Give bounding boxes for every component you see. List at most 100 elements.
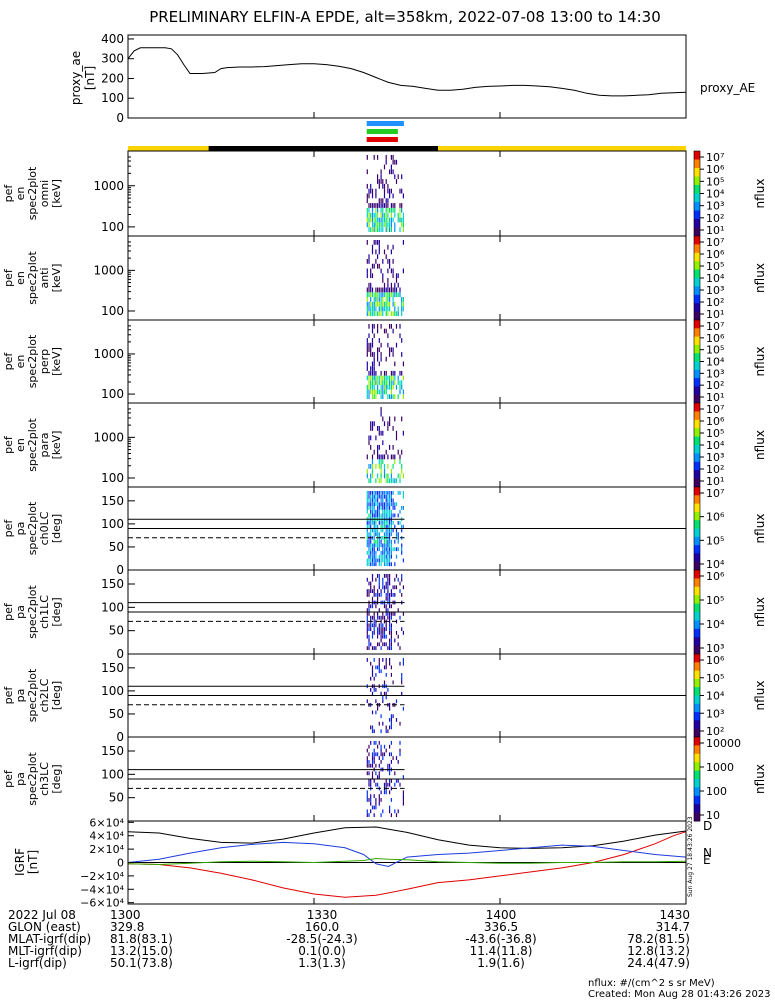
spectrogram-cell <box>382 311 384 317</box>
spectrogram-cell <box>392 593 394 597</box>
igrf-ylabel: IGRF[nT] <box>13 848 40 876</box>
panel-ylabel-line: ch1LC <box>38 595 51 629</box>
spectrogram-cell <box>375 380 377 385</box>
spectrogram-cell <box>371 338 374 343</box>
spectrogram-cell <box>382 631 384 635</box>
spectrogram-cell <box>402 794 404 798</box>
spectrogram-cell <box>366 506 368 510</box>
spectrogram-cell <box>383 562 386 567</box>
spectrogram-cell <box>371 212 374 218</box>
colorbar-swatch <box>694 278 700 287</box>
spectrogram-cell <box>385 384 387 390</box>
spectrogram-cell <box>375 292 377 298</box>
spectrogram-cell <box>383 389 386 395</box>
spectrogram-cell <box>375 259 377 264</box>
spectrogram-cell <box>370 801 372 806</box>
spectrogram-cell <box>394 539 396 544</box>
spectrogram-cell <box>389 306 391 312</box>
spectrogram-cell <box>390 203 392 208</box>
colorbar-swatch <box>694 662 700 672</box>
spectrogram-cell <box>370 558 372 563</box>
spectrogram-cell <box>383 551 386 555</box>
spectrogram-cell <box>401 380 403 385</box>
spectrogram-cell <box>373 506 375 510</box>
spectrogram-cell <box>390 528 392 533</box>
spectrogram-cell <box>387 342 389 348</box>
spectrogram-cell <box>368 627 370 631</box>
xaxis-row-value: 1300 <box>110 908 141 922</box>
colorbar-tick-label: 10⁷ <box>706 320 724 333</box>
spectrogram-cell <box>375 532 377 537</box>
spectrogram-cell <box>377 631 379 635</box>
spectrogram-cell <box>375 513 377 518</box>
spectrogram-cell <box>366 468 368 474</box>
orbit-segment-black <box>208 146 438 151</box>
spectrogram-cell <box>390 478 392 484</box>
spectrogram-cell <box>378 502 380 507</box>
spectrogram-cell <box>390 498 392 503</box>
spectrogram-cell <box>389 771 391 776</box>
spectrogram-cell <box>366 627 368 631</box>
spectrogram-cell <box>370 532 372 537</box>
spectrogram-cell <box>401 627 403 631</box>
spectrogram-cell <box>387 301 389 307</box>
spectrogram-cell <box>392 680 394 685</box>
spectrogram-cell <box>392 491 394 495</box>
colorbar-label: nflux <box>753 263 767 293</box>
spectrogram-cell <box>368 498 370 503</box>
spectrogram-cell <box>390 268 392 274</box>
spectrogram-cell <box>390 547 392 552</box>
spectrogram-cell <box>375 301 377 307</box>
spectrogram-cell <box>378 521 380 525</box>
panel-ylabel-line: ela <box>0 353 3 370</box>
spectrogram-cell <box>387 426 389 431</box>
spectrogram-cell <box>401 551 403 555</box>
spectrogram-cell <box>389 642 391 647</box>
spectrogram-cell <box>382 416 384 422</box>
spectrogram-cell <box>387 384 389 390</box>
spectrogram-cell <box>390 491 392 495</box>
spectrogram-cell <box>394 301 396 307</box>
igrf-ylabel-line: IGRF <box>13 848 27 876</box>
spectrogram-cell <box>392 445 394 450</box>
proxy-ae-ylabel-line: proxy_ae <box>69 51 83 105</box>
spectrogram-cell <box>373 263 375 269</box>
spectrogram-cell <box>389 513 391 518</box>
colorbar-tick-label: 10⁶ <box>706 570 725 583</box>
colorbar-swatch <box>694 269 700 279</box>
spectrogram-cell <box>377 494 379 499</box>
spectrogram-cell <box>368 752 370 757</box>
xaxis-row-value: 1.9(1.6) <box>477 956 525 970</box>
spectrogram-cell <box>377 240 379 245</box>
igrf-ytick-label: 6×10⁴ <box>89 816 124 829</box>
spectrogram-cell <box>397 375 399 381</box>
spectrogram-cell <box>383 212 386 218</box>
spectrogram-cell <box>377 445 379 450</box>
spectrogram-cell <box>370 297 372 302</box>
spectrogram-cell <box>395 342 398 348</box>
spectrogram-cell <box>366 798 368 802</box>
spectrogram-cell <box>390 169 392 175</box>
colorbar-swatch <box>694 252 700 262</box>
panel-ylabel-line: [deg] <box>50 681 63 710</box>
spectrogram-cell <box>390 513 392 518</box>
panel-ylabel: elapefpaspec2plotch3LC[deg] <box>0 752 63 806</box>
spectrogram-cell <box>401 384 403 390</box>
spectrogram-cell <box>368 440 370 446</box>
spectrogram-cell <box>385 498 387 503</box>
spectrogram-cell <box>385 473 387 479</box>
spectrogram-cell <box>380 502 382 507</box>
spectrogram-cell <box>383 642 386 647</box>
spectrogram-cell <box>399 384 401 390</box>
spectrogram-cell <box>378 380 380 385</box>
spectrogram-cell <box>377 558 379 563</box>
spectrogram-cell <box>380 394 382 399</box>
colorbar-tick-label: 10⁴ <box>706 690 725 703</box>
spectrogram-cell <box>383 193 386 199</box>
spectrogram-cell <box>389 324 391 329</box>
spectrogram-cell <box>377 263 379 269</box>
panel-ylabel-line: spec2plot <box>26 668 39 722</box>
spectrogram-cell <box>373 361 375 367</box>
spectrogram-cell <box>402 775 404 779</box>
